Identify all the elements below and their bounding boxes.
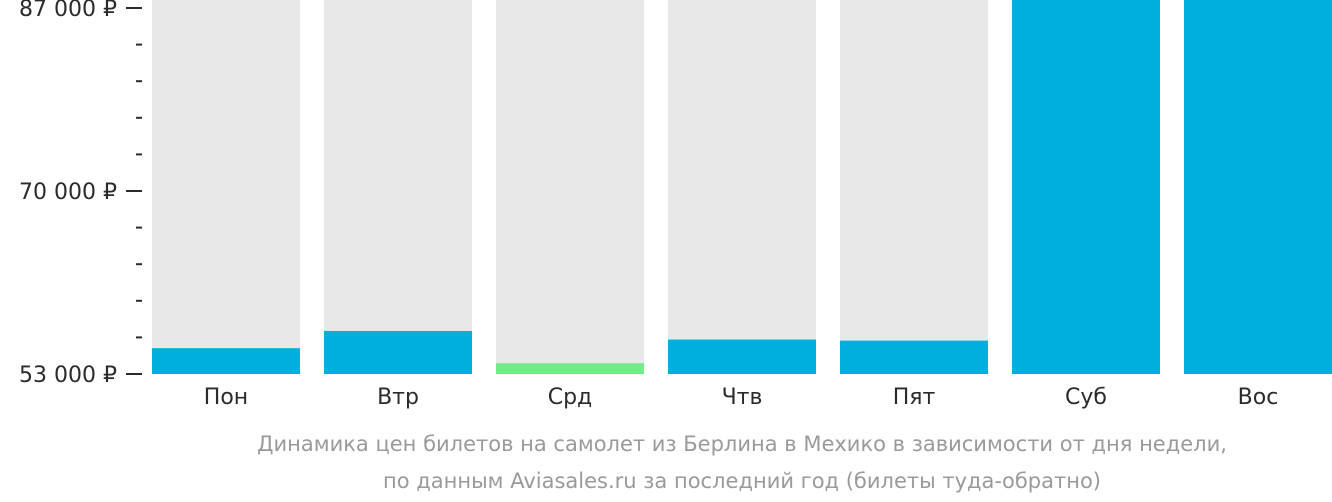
- y-tick-label: 53 000 ₽: [19, 363, 117, 388]
- chart-caption-line-1: Динамика цен билетов на самолет из Берли…: [257, 432, 1227, 456]
- x-tick-label: Суб: [1065, 385, 1107, 410]
- y-axis: 87 000 ₽ 70 000 ₽ 53 000 ₽: [19, 0, 142, 388]
- x-tick-label: Пон: [204, 385, 248, 410]
- y-tick-label: 70 000 ₽: [19, 180, 117, 205]
- chart-caption-line-2: по данным Aviasales.ru за последний год …: [383, 469, 1101, 493]
- x-tick-label: Вос: [1238, 385, 1279, 410]
- bar: [1184, 0, 1332, 374]
- bar-background: [840, 0, 988, 374]
- x-tick-label: Втр: [377, 385, 419, 410]
- bar: [840, 340, 988, 374]
- bar-background: [152, 0, 300, 374]
- x-axis-labels: Пон Втр Срд Чтв Пят Суб Вос: [204, 385, 1279, 410]
- bar: [152, 348, 300, 374]
- bar: [1012, 0, 1160, 374]
- bar: [496, 363, 644, 374]
- bar-background: [496, 0, 644, 374]
- bar: [324, 330, 472, 374]
- x-tick-label: Срд: [548, 385, 593, 410]
- x-tick-label: Пят: [893, 385, 936, 410]
- bar: [668, 339, 816, 374]
- bar-background: [324, 0, 472, 374]
- bars: [152, 0, 1332, 374]
- x-tick-label: Чтв: [722, 385, 763, 410]
- y-tick-label: 87 000 ₽: [19, 0, 117, 22]
- bar-background: [668, 0, 816, 374]
